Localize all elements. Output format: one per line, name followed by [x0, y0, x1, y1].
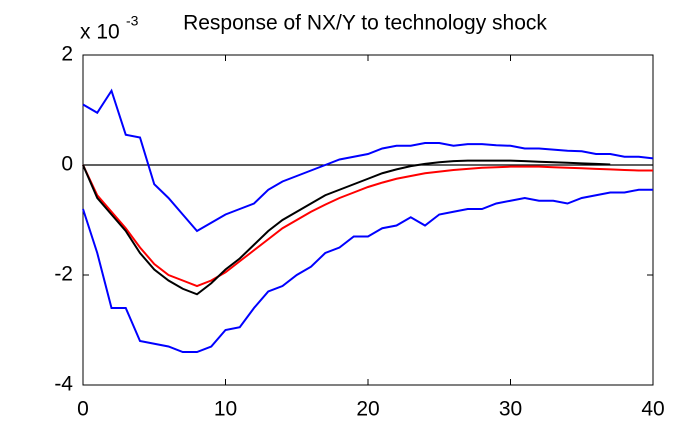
series-line [82, 188, 653, 353]
x-tick-label: 10 [214, 398, 237, 421]
series-line [82, 88, 654, 233]
y-tick-label: -4 [54, 373, 73, 396]
y-tick-label: 0 [61, 153, 73, 176]
y-tick-label: -2 [54, 263, 73, 286]
y-tick-label: 2 [61, 43, 73, 66]
y-multiplier-base: x 10 [80, 21, 120, 44]
series-line [82, 164, 653, 288]
chart-title: Response of NX/Y to technology shock [183, 12, 547, 35]
plot-frame [82, 54, 654, 386]
series-line [82, 159, 611, 296]
x-tick-label: 0 [77, 398, 89, 421]
x-tick-label: 30 [499, 398, 522, 421]
x-tick-label: 20 [356, 398, 379, 421]
x-tick-label: 40 [641, 398, 664, 421]
y-multiplier-exponent: -3 [126, 13, 139, 29]
